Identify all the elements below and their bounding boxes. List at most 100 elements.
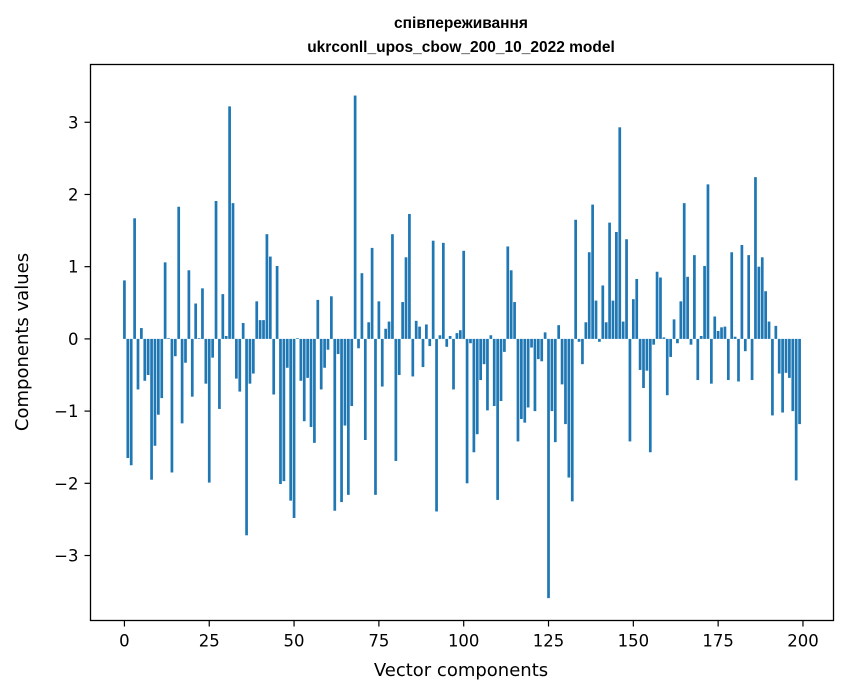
bar — [414, 320, 418, 339]
bar — [553, 338, 557, 443]
bar — [601, 285, 605, 339]
bar — [391, 234, 394, 339]
x-tick-label: 150 — [618, 632, 650, 651]
bar — [496, 338, 499, 500]
bar — [336, 338, 340, 355]
bar — [248, 338, 252, 384]
bar — [655, 271, 659, 339]
bar — [608, 222, 611, 339]
bar — [492, 338, 496, 407]
bar — [672, 319, 676, 339]
bar — [431, 240, 435, 339]
bar — [638, 338, 642, 370]
bar — [251, 338, 255, 374]
bar — [296, 338, 299, 339]
bar — [194, 303, 198, 339]
bar — [140, 328, 143, 339]
bar — [703, 265, 706, 339]
bar — [177, 206, 181, 339]
bar — [173, 338, 177, 357]
x-tick-label: 125 — [533, 632, 565, 651]
bar — [326, 338, 330, 350]
bar — [774, 325, 778, 339]
bar — [452, 338, 455, 390]
bar — [448, 336, 452, 339]
bar — [282, 338, 286, 482]
bar — [479, 338, 483, 381]
bar — [316, 299, 320, 339]
bar — [133, 218, 136, 339]
y-tick-label: −2 — [54, 474, 78, 493]
bar — [394, 338, 398, 461]
x-tick-label: 100 — [448, 632, 480, 651]
bar — [648, 338, 652, 453]
bar — [682, 203, 686, 339]
x-tick-label: 175 — [702, 632, 734, 651]
bar — [777, 338, 781, 374]
bar — [798, 338, 801, 425]
bar — [285, 338, 289, 368]
bar — [187, 270, 191, 339]
bar — [652, 338, 656, 345]
bar — [794, 338, 798, 481]
plot-frame — [89, 63, 835, 622]
bar — [631, 299, 635, 339]
bar — [462, 250, 466, 339]
bar — [157, 338, 160, 415]
bar — [343, 338, 347, 426]
bar — [662, 337, 666, 339]
bar — [669, 338, 672, 357]
y-axis-label: Components values — [12, 253, 33, 431]
bar — [292, 338, 296, 518]
bar — [475, 338, 479, 435]
bar — [520, 338, 523, 420]
bar — [469, 338, 472, 344]
bar — [245, 338, 248, 536]
y-tick-label: −1 — [54, 402, 78, 421]
bar — [784, 338, 788, 373]
bar — [750, 338, 754, 381]
bar — [499, 338, 503, 401]
bar — [665, 338, 669, 396]
bar — [560, 338, 564, 385]
bar — [441, 242, 445, 339]
bar — [536, 338, 540, 360]
bar — [333, 338, 337, 511]
bar — [167, 338, 170, 339]
bar — [489, 335, 493, 339]
bar — [262, 320, 265, 339]
bar — [221, 294, 225, 339]
bar — [190, 338, 194, 397]
x-tick-label: 50 — [284, 632, 305, 651]
bar — [577, 338, 581, 342]
bar — [726, 338, 730, 381]
bar — [625, 239, 628, 339]
bar — [184, 338, 187, 363]
bar — [143, 338, 147, 381]
bar — [425, 324, 428, 339]
bar — [207, 338, 211, 483]
bar — [716, 330, 720, 339]
bar — [438, 335, 442, 339]
bar — [676, 338, 679, 344]
bar — [747, 255, 751, 339]
bar — [180, 338, 184, 424]
bar — [621, 321, 625, 339]
bar — [706, 184, 710, 339]
bar — [598, 338, 601, 342]
bar — [547, 338, 550, 599]
bar — [574, 219, 578, 339]
bar — [384, 328, 388, 339]
bar — [170, 338, 174, 473]
bar — [428, 338, 432, 347]
bar — [564, 338, 567, 425]
bar — [757, 266, 761, 339]
bar — [211, 338, 214, 358]
bar — [377, 301, 381, 339]
bar — [397, 338, 401, 375]
bar — [421, 338, 425, 368]
bar — [689, 338, 693, 345]
x-tick-label: 25 — [199, 632, 220, 651]
bar — [503, 338, 506, 352]
